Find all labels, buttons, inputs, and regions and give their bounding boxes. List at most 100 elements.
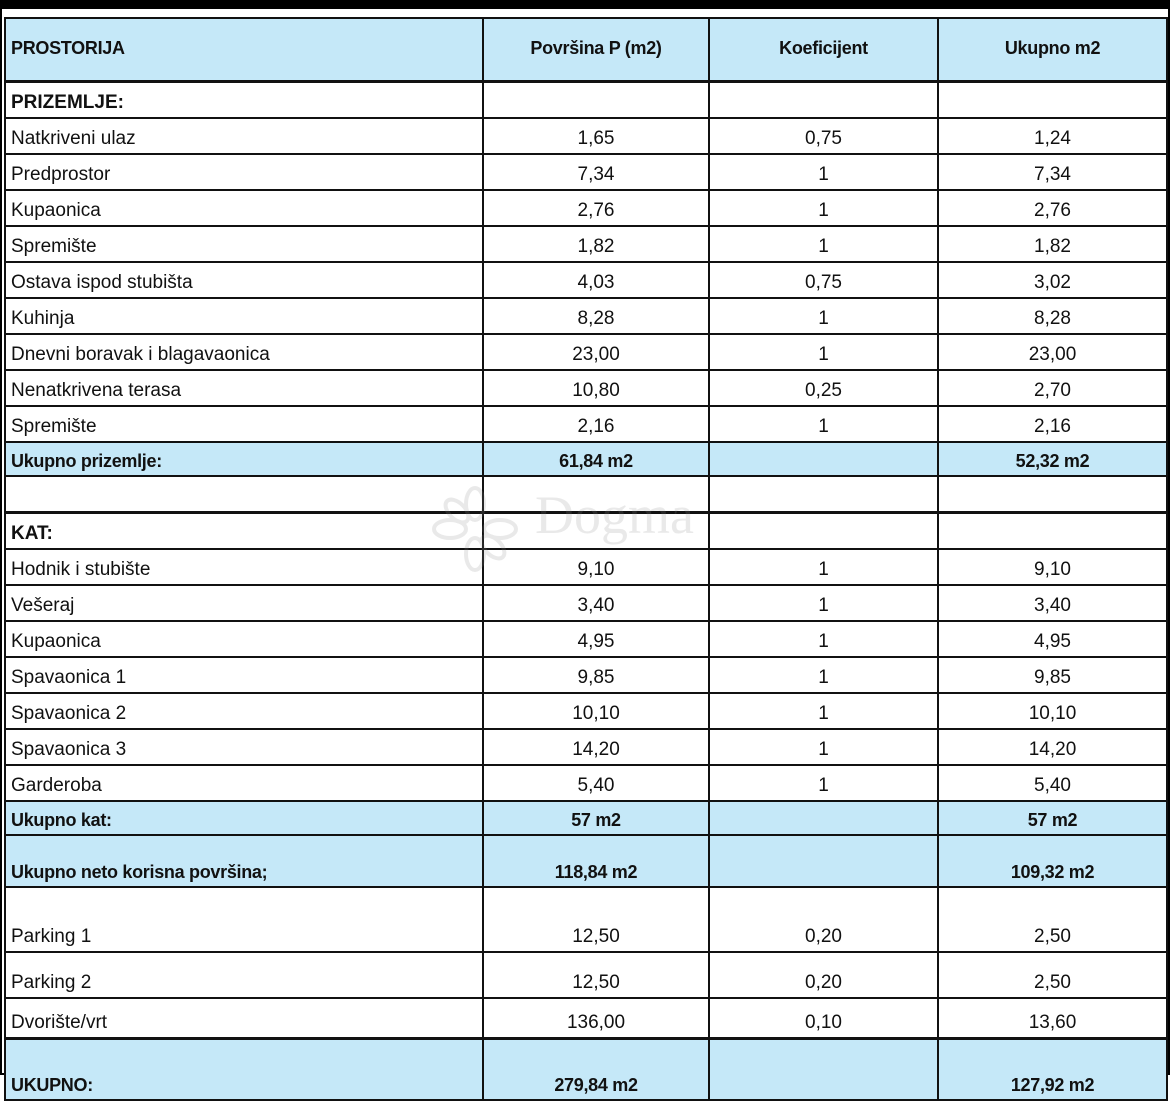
- cell-area: 9,10: [482, 548, 710, 586]
- cell-total: 9,10: [937, 548, 1168, 586]
- cell-room: Dvorište/vrt: [4, 997, 484, 1040]
- cell-area: 23,00: [482, 333, 710, 371]
- table-row: Kupaonica 2,76 1 2,76: [4, 189, 1168, 227]
- cell-area: 57 m2: [482, 800, 710, 836]
- cell-coefficient: 1: [708, 189, 939, 227]
- cell-coefficient: 0,20: [708, 886, 939, 953]
- cell-area: 136,00: [482, 997, 710, 1040]
- header-prostorija: PROSTORIJA: [4, 17, 484, 83]
- table-row: Spavaonica 2 10,10 1 10,10: [4, 692, 1168, 730]
- cell-total: 13,60: [937, 997, 1168, 1040]
- cell-room: Nenatkrivena terasa: [4, 369, 484, 407]
- table-row: Kupaonica 4,95 1 4,95: [4, 620, 1168, 658]
- cell-coefficient: [708, 441, 939, 477]
- cell-area: 4,95: [482, 620, 710, 658]
- cell-coefficient: 0,75: [708, 117, 939, 155]
- section-row-prizemlje: PRIZEMLJE:: [4, 80, 1168, 119]
- cell-area: 1,82: [482, 225, 710, 263]
- cell-coefficient: 0,75: [708, 261, 939, 299]
- cell-total: 10,10: [937, 692, 1168, 730]
- cell-coefficient: 1: [708, 333, 939, 371]
- cell-area: 12,50: [482, 886, 710, 953]
- subtotal-row-kat: Ukupno kat: 57 m2 57 m2: [4, 800, 1168, 836]
- cell-total: 1,24: [937, 117, 1168, 155]
- cell-total: [937, 475, 1168, 514]
- cell-total: [937, 80, 1168, 119]
- cell-area: 2,16: [482, 405, 710, 443]
- blank-row: [4, 475, 1168, 514]
- cell-room: Ukupno kat:: [4, 800, 484, 836]
- cell-room: Parking 2: [4, 951, 484, 999]
- cell-room: Spavaonica 3: [4, 728, 484, 766]
- cell-coefficient: 1: [708, 692, 939, 730]
- cell-coefficient: 1: [708, 548, 939, 586]
- table-row: Spavaonica 1 9,85 1 9,85: [4, 656, 1168, 694]
- cell-coefficient: [708, 800, 939, 836]
- cell-coefficient: [708, 1037, 939, 1101]
- cell-room: Ostava ispod stubišta: [4, 261, 484, 299]
- cell-coefficient: [708, 475, 939, 514]
- cell-area: 7,34: [482, 153, 710, 191]
- table-row: Spremište 2,16 1 2,16: [4, 405, 1168, 443]
- cell-total: 52,32 m2: [937, 441, 1168, 477]
- cell-room: KAT:: [4, 511, 484, 550]
- cell-room: UKUPNO:: [4, 1037, 484, 1101]
- cell-area: 2,76: [482, 189, 710, 227]
- table-row: Natkriveni ulaz 1,65 0,75 1,24: [4, 117, 1168, 155]
- cell-coefficient: 1: [708, 620, 939, 658]
- cell-total: 2,50: [937, 951, 1168, 999]
- table-row: Parking 2 12,50 0,20 2,50: [4, 951, 1168, 999]
- cell-area: [482, 475, 710, 514]
- table-row: Nenatkrivena terasa 10,80 0,25 2,70: [4, 369, 1168, 407]
- table-row: Garderoba 5,40 1 5,40: [4, 764, 1168, 802]
- cell-area: 14,20: [482, 728, 710, 766]
- cell-room: Spavaonica 2: [4, 692, 484, 730]
- table-row: Ostava ispod stubišta 4,03 0,75 3,02: [4, 261, 1168, 299]
- table-row: Dvorište/vrt 136,00 0,10 13,60: [4, 997, 1168, 1040]
- cell-total: 8,28: [937, 297, 1168, 335]
- cell-room: Ukupno neto korisna površina;: [4, 834, 484, 888]
- cell-total: 2,50: [937, 886, 1168, 953]
- cell-total: 2,76: [937, 189, 1168, 227]
- cell-area: [482, 80, 710, 119]
- cell-area: 3,40: [482, 584, 710, 622]
- cell-total: 14,20: [937, 728, 1168, 766]
- table-header-row: PROSTORIJA Površina P (m2) Koeficijent U…: [4, 17, 1168, 83]
- cell-room: Ukupno prizemlje:: [4, 441, 484, 477]
- cell-room: [4, 475, 484, 514]
- cell-area: 1,65: [482, 117, 710, 155]
- section-row-kat: KAT:: [4, 511, 1168, 550]
- cell-total: 109,32 m2: [937, 834, 1168, 888]
- cell-total: 7,34: [937, 153, 1168, 191]
- cell-total: 2,16: [937, 405, 1168, 443]
- table-row: Predprostor 7,34 1 7,34: [4, 153, 1168, 191]
- cell-area: 61,84 m2: [482, 441, 710, 477]
- cell-room: Vešeraj: [4, 584, 484, 622]
- cell-coefficient: 0,10: [708, 997, 939, 1040]
- top-border-bar: [0, 0, 1170, 9]
- table-row: Spavaonica 3 14,20 1 14,20: [4, 728, 1168, 766]
- cell-room: Spremište: [4, 225, 484, 263]
- cell-total: 9,85: [937, 656, 1168, 694]
- header-ukupno: Ukupno m2: [937, 17, 1168, 83]
- cell-coefficient: 1: [708, 764, 939, 802]
- cell-area: 4,03: [482, 261, 710, 299]
- cell-room: PRIZEMLJE:: [4, 80, 484, 119]
- table-row: Spremište 1,82 1 1,82: [4, 225, 1168, 263]
- cell-total: 5,40: [937, 764, 1168, 802]
- cell-total: 1,82: [937, 225, 1168, 263]
- table-row: Vešeraj 3,40 1 3,40: [4, 584, 1168, 622]
- cell-coefficient: 0,20: [708, 951, 939, 999]
- cell-coefficient: 0,25: [708, 369, 939, 407]
- cell-room: Natkriveni ulaz: [4, 117, 484, 155]
- grand-total-row: UKUPNO: 279,84 m2 127,92 m2: [4, 1037, 1168, 1101]
- cell-area: 5,40: [482, 764, 710, 802]
- cell-total: 57 m2: [937, 800, 1168, 836]
- cell-room: Spavaonica 1: [4, 656, 484, 694]
- table-row: Kuhinja 8,28 1 8,28: [4, 297, 1168, 335]
- cell-total: 127,92 m2: [937, 1037, 1168, 1101]
- cell-coefficient: 1: [708, 153, 939, 191]
- cell-coefficient: 1: [708, 225, 939, 263]
- cell-area: 12,50: [482, 951, 710, 999]
- table-row: Parking 1 12,50 0,20 2,50: [4, 886, 1168, 953]
